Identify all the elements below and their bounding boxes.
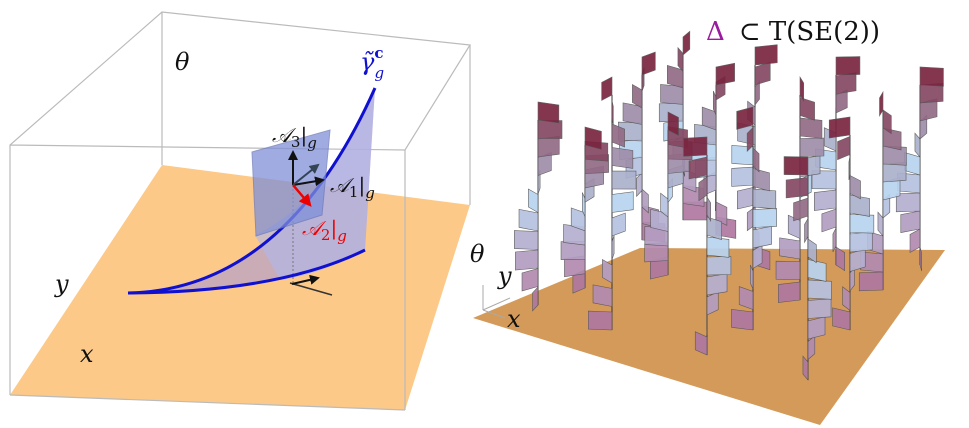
- fibre-plate: [538, 121, 562, 139]
- fibre-plate: [878, 212, 883, 236]
- fibre-plate: [683, 31, 690, 55]
- fibre-plate: [716, 63, 735, 85]
- fibre-plate: [833, 308, 850, 330]
- fibre-plate: [731, 309, 753, 330]
- fibre-plate: [800, 138, 824, 156]
- title-rest: ⊂ T(SE(2)): [739, 17, 880, 47]
- frame-index: 2: [321, 226, 331, 244]
- y-label: y: [497, 262, 512, 290]
- fibre-plate: [538, 102, 559, 123]
- title-symbol: Δ: [706, 17, 725, 47]
- frame-bar: |: [330, 216, 337, 241]
- fibre-plate: [707, 237, 729, 257]
- fibre-plate: [880, 92, 883, 116]
- fibre-plate: [814, 190, 836, 211]
- frame-bar: |: [300, 123, 307, 148]
- fibre-plate: [808, 299, 831, 319]
- fibre-plate: [732, 145, 755, 165]
- fibre-plate: [737, 187, 755, 209]
- fibre-plate: [800, 118, 822, 138]
- fibre-plate: [849, 156, 850, 180]
- fibre-plate: [784, 157, 808, 175]
- curve-sub: g: [374, 64, 384, 82]
- x-label: x: [507, 305, 521, 333]
- fibre-plate: [778, 282, 800, 303]
- fibre-plate: [901, 211, 920, 233]
- fibre-plate: [602, 77, 612, 100]
- fibre-plate: [800, 77, 804, 101]
- frame-index: 3: [291, 133, 301, 151]
- title: Δ ⊂ T(SE(2)): [706, 17, 880, 47]
- fibre-plate: [632, 85, 642, 108]
- fibre-plate: [920, 67, 943, 86]
- fibre-plate: [755, 45, 777, 65]
- theta-label: θ: [470, 240, 485, 268]
- fibre-plate: [707, 274, 727, 295]
- fibre-plate: [780, 238, 800, 259]
- fibre-plate: [732, 167, 755, 186]
- frame-index: 1: [349, 183, 359, 201]
- frame-bar: |: [358, 173, 365, 198]
- fibre-plate: [883, 128, 901, 150]
- fibre-plate: [808, 280, 831, 299]
- fibre-plate: [794, 198, 808, 221]
- fibre-plate: [800, 98, 815, 121]
- fibre-plate: [514, 231, 538, 250]
- fibre-plate: [678, 48, 683, 72]
- fibre-plate: [612, 171, 636, 189]
- frame-at: g: [307, 134, 317, 152]
- fibre-plate: [642, 52, 655, 75]
- fibre-plate: [684, 137, 707, 156]
- fibre-plate: [883, 146, 906, 165]
- frame-at: g: [365, 184, 375, 202]
- fibre-plate: [515, 250, 538, 270]
- fibre-plate: [859, 272, 883, 291]
- y-label: y: [54, 270, 69, 298]
- fibre-plate: [593, 285, 612, 307]
- fibre-plate: [836, 73, 856, 94]
- fibre-plate: [808, 317, 825, 339]
- fibre-plate: [915, 133, 920, 157]
- fibre-plate: [637, 173, 642, 197]
- floor: [10, 165, 470, 410]
- fibre-plate: [786, 178, 808, 198]
- frame-at: g: [337, 227, 347, 245]
- fibre-plate: [910, 229, 920, 252]
- fibre-plate: [661, 84, 683, 104]
- fibre-plate: [808, 260, 826, 282]
- fibre-plate: [519, 209, 538, 231]
- fibre-plate: [822, 209, 836, 232]
- fibre-plate: [612, 213, 625, 236]
- fibre-plate: [612, 148, 633, 169]
- figure: θ γ̃cg 𝒜3|g𝒜1|g𝒜2|g y x θ y x Δ ⊂ T(SE(2)…: [0, 0, 969, 428]
- fibre-plate: [689, 157, 707, 179]
- fibre-plate: [699, 177, 707, 201]
- fibre-plate: [836, 57, 860, 75]
- fibre-plate: [838, 137, 850, 160]
- x-label: x: [80, 340, 94, 368]
- curve-sup: c: [374, 44, 383, 62]
- fibre-plate: [538, 136, 559, 157]
- fibre-plate: [776, 261, 800, 279]
- fibre-plate: [805, 219, 808, 243]
- right-panel: θ y x Δ ⊂ T(SE(2)): [470, 17, 945, 425]
- fibre-plate: [753, 226, 772, 248]
- fibre-plate: [753, 208, 777, 227]
- fibre-plate: [850, 232, 872, 252]
- fibre-plate: [753, 189, 776, 209]
- fibre-plate: [707, 257, 731, 275]
- fibre-plate: [755, 62, 770, 85]
- fibre-plate: [522, 269, 538, 291]
- fibre-plate: [829, 117, 850, 138]
- fibre-plate: [528, 189, 538, 212]
- curve-base: γ̃: [360, 48, 375, 76]
- fibre-plate: [715, 187, 716, 211]
- fibre-plate: [612, 192, 633, 213]
- fibre-plate: [850, 215, 874, 234]
- theta-label: θ: [175, 48, 190, 76]
- fibre-plate: [588, 311, 612, 330]
